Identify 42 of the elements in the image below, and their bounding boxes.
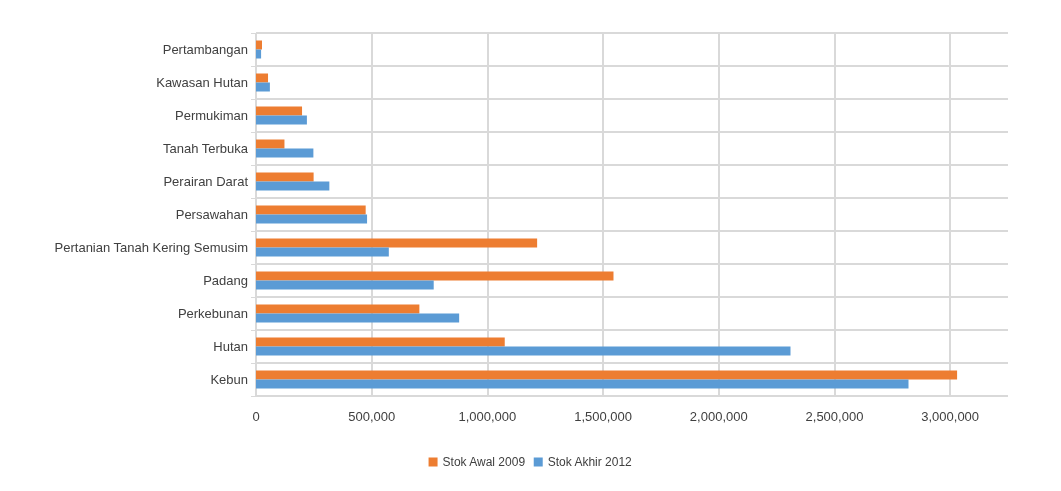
y-tick-label: Hutan xyxy=(213,339,248,354)
x-tick-label: 0 xyxy=(252,409,260,424)
y-tick-label: Kebun xyxy=(210,372,248,387)
x-tick-label: 500,000 xyxy=(348,409,396,424)
y-tick-label: Kawasan Hutan xyxy=(156,75,248,90)
bar xyxy=(256,205,366,215)
y-tick-label: Padang xyxy=(203,273,248,288)
bar xyxy=(256,370,958,380)
y-tick-label: Tanah Terbuka xyxy=(162,141,249,156)
bar xyxy=(256,337,505,347)
y-tick-label: Perairan Darat xyxy=(163,174,249,189)
x-tick-label: 2,500,000 xyxy=(805,409,864,424)
bar xyxy=(256,313,460,323)
bar xyxy=(256,280,434,290)
y-tick-label: Permukiman xyxy=(175,108,248,123)
bar xyxy=(256,346,791,356)
y-tick-label: Persawahan xyxy=(175,207,248,222)
bar xyxy=(256,238,538,248)
legend-label: Stok Akhir 2012 xyxy=(547,455,633,469)
bar xyxy=(256,247,389,257)
bar xyxy=(256,181,330,191)
bar xyxy=(256,82,270,92)
legend-label: Stok Awal 2009 xyxy=(442,455,526,469)
bar xyxy=(256,172,314,182)
bar xyxy=(256,115,307,125)
bar xyxy=(256,106,303,116)
bar xyxy=(256,304,420,314)
y-tick-label: Perkebunan xyxy=(177,306,248,321)
bar xyxy=(256,379,909,389)
bar xyxy=(256,40,263,50)
bar xyxy=(256,214,368,224)
y-tick-label: Pertambangan xyxy=(162,42,248,57)
x-tick-label: 1,500,000 xyxy=(574,409,632,424)
bar xyxy=(256,73,269,83)
bar xyxy=(256,139,285,149)
bar xyxy=(256,271,614,281)
x-tick-label: 2,000,000 xyxy=(689,409,748,424)
bar xyxy=(256,49,262,59)
x-tick-label: 3,000,000 xyxy=(921,409,980,424)
bar xyxy=(256,148,314,158)
y-tick-label: Pertanian Tanah Kering Semusim xyxy=(54,240,248,255)
x-tick-label: 1,000,000 xyxy=(458,409,517,424)
